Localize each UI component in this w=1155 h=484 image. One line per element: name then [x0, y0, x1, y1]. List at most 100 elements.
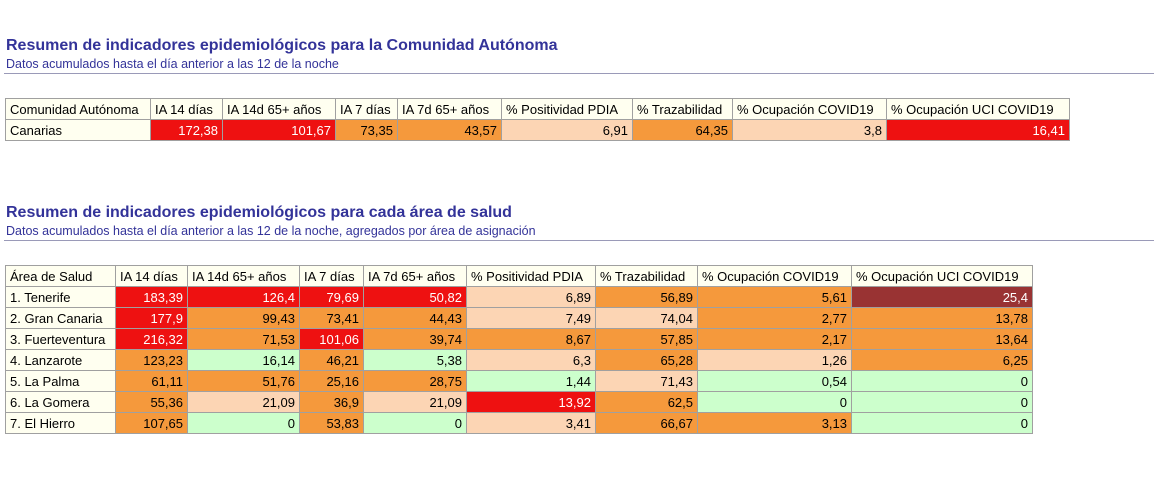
- section-subtitle: Datos acumulados hasta el día anterior a…: [6, 224, 536, 238]
- cell-value: 21,09: [187, 391, 300, 413]
- divider: [4, 240, 1154, 241]
- column-header: IA 7d 65+ años: [363, 265, 467, 287]
- cell-value: 51,76: [187, 370, 300, 392]
- cell-value: 6,3: [466, 349, 596, 371]
- data-row: 2. Gran Canaria 177,9 99,43 73,41 44,43 7,49 7…: [5, 307, 1033, 329]
- column-header: Área de Salud: [5, 265, 116, 287]
- column-header: % Positividad PDIA: [501, 98, 633, 120]
- row-label: 7. El Hierro: [5, 412, 116, 434]
- cell-value: 5,38: [363, 349, 467, 371]
- cell-value: 55,36: [115, 391, 188, 413]
- cell-value: 71,53: [187, 328, 300, 350]
- cell-value: 71,43: [595, 370, 698, 392]
- cell-value: 73,35: [335, 119, 398, 141]
- cell-value: 177,9: [115, 307, 188, 329]
- divider: [4, 73, 1154, 74]
- cell-value: 43,57: [397, 119, 502, 141]
- column-header: IA 7 días: [335, 98, 398, 120]
- column-header: % Trazabilidad: [632, 98, 733, 120]
- cell-value: 6,91: [501, 119, 633, 141]
- cell-value: 50,82: [363, 286, 467, 308]
- cell-value: 8,67: [466, 328, 596, 350]
- row-label: 5. La Palma: [5, 370, 116, 392]
- column-header: % Ocupación COVID19: [732, 98, 887, 120]
- cell-value: 2,77: [697, 307, 852, 329]
- column-header: IA 14 días: [115, 265, 188, 287]
- row-label: 6. La Gomera: [5, 391, 116, 413]
- section-title: Resumen de indicadores epidemiológicos p…: [6, 37, 558, 54]
- cell-value: 73,41: [299, 307, 364, 329]
- cell-value: 56,89: [595, 286, 698, 308]
- header-row: Comunidad Autónoma IA 14 días IA 14d 65+ a…: [5, 98, 1070, 120]
- cell-value: 0: [363, 412, 467, 434]
- cell-value: 0,54: [697, 370, 852, 392]
- column-header: % Trazabilidad: [595, 265, 698, 287]
- cell-value: 0: [697, 391, 852, 413]
- cell-value: 3,8: [732, 119, 887, 141]
- cell-value: 0: [187, 412, 300, 434]
- row-label: Canarias: [5, 119, 151, 141]
- data-row: 5. La Palma 61,11 51,76 25,16 28,75 1,44 71,43…: [5, 370, 1033, 392]
- data-row: Canarias 172,38 101,67 73,35 43,57 6,91 64,35 3…: [5, 119, 1070, 141]
- column-header: IA 14d 65+ años: [222, 98, 336, 120]
- cell-value: 183,39: [115, 286, 188, 308]
- cell-value: 0: [851, 391, 1033, 413]
- cell-value: 0: [851, 370, 1033, 392]
- column-header: % Ocupación UCI COVID19: [851, 265, 1033, 287]
- column-header: % Ocupación UCI COVID19: [886, 98, 1070, 120]
- cell-value: 13,92: [466, 391, 596, 413]
- cell-value: 66,67: [595, 412, 698, 434]
- cell-value: 53,83: [299, 412, 364, 434]
- cell-value: 5,61: [697, 286, 852, 308]
- cell-value: 36,9: [299, 391, 364, 413]
- cell-value: 2,17: [697, 328, 852, 350]
- cell-value: 21,09: [363, 391, 467, 413]
- cell-value: 62,5: [595, 391, 698, 413]
- cell-value: 79,69: [299, 286, 364, 308]
- header-row: Área de Salud IA 14 días IA 14d 65+ años IA…: [5, 265, 1033, 287]
- cell-value: 46,21: [299, 349, 364, 371]
- data-row: 6. La Gomera 55,36 21,09 36,9 21,09 13,92 62,5…: [5, 391, 1033, 413]
- cell-value: 25,16: [299, 370, 364, 392]
- column-header: IA 7d 65+ años: [397, 98, 502, 120]
- cell-value: 13,64: [851, 328, 1033, 350]
- cell-value: 61,11: [115, 370, 188, 392]
- cell-value: 6,25: [851, 349, 1033, 371]
- column-header: % Positividad PDIA: [466, 265, 596, 287]
- row-label: 1. Tenerife: [5, 286, 116, 308]
- cell-value: 7,49: [466, 307, 596, 329]
- data-row: 3. Fuerteventura 216,32 71,53 101,06 39,74 8,…: [5, 328, 1033, 350]
- column-header: IA 14d 65+ años: [187, 265, 300, 287]
- cell-value: 28,75: [363, 370, 467, 392]
- area-table: Área de Salud IA 14 días IA 14d 65+ años IA…: [5, 265, 1033, 434]
- cell-value: 126,4: [187, 286, 300, 308]
- cell-value: 44,43: [363, 307, 467, 329]
- column-header: IA 14 días: [150, 98, 223, 120]
- cell-value: 74,04: [595, 307, 698, 329]
- data-row: 1. Tenerife 183,39 126,4 79,69 50,82 6,89 56,8…: [5, 286, 1033, 308]
- cell-value: 1,26: [697, 349, 852, 371]
- section-title: Resumen de indicadores epidemiológicos p…: [6, 204, 512, 221]
- column-header: IA 7 días: [299, 265, 364, 287]
- row-label: 4. Lanzarote: [5, 349, 116, 371]
- cell-value: 16,14: [187, 349, 300, 371]
- cell-value: 172,38: [150, 119, 223, 141]
- cell-value: 16,41: [886, 119, 1070, 141]
- cell-value: 1,44: [466, 370, 596, 392]
- cell-value: 123,23: [115, 349, 188, 371]
- data-row: 4. Lanzarote 123,23 16,14 46,21 5,38 6,3 65,28…: [5, 349, 1033, 371]
- cell-value: 107,65: [115, 412, 188, 434]
- data-row: 7. El Hierro 107,65 0 53,83 0 3,41 66,67 3,13 0: [5, 412, 1033, 434]
- cell-value: 64,35: [632, 119, 733, 141]
- cell-value: 13,78: [851, 307, 1033, 329]
- section-subtitle: Datos acumulados hasta el día anterior a…: [6, 57, 339, 71]
- cell-value: 3,13: [697, 412, 852, 434]
- cell-value: 57,85: [595, 328, 698, 350]
- regional-table: Comunidad Autónoma IA 14 días IA 14d 65+ a…: [5, 98, 1070, 141]
- cell-value: 101,06: [299, 328, 364, 350]
- cell-value: 3,41: [466, 412, 596, 434]
- cell-value: 216,32: [115, 328, 188, 350]
- cell-value: 0: [851, 412, 1033, 434]
- cell-value: 6,89: [466, 286, 596, 308]
